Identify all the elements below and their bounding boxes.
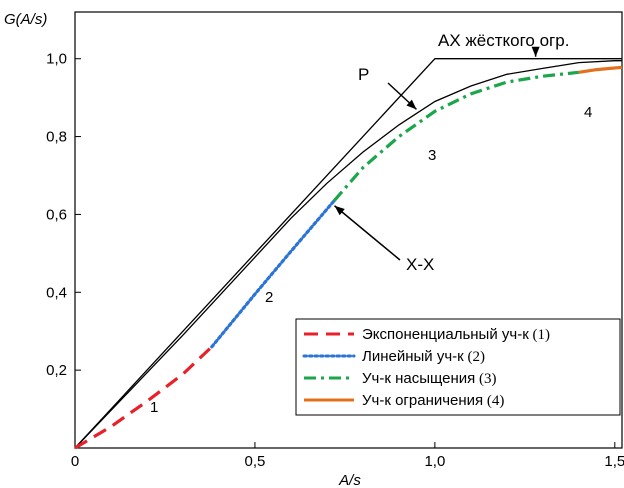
annotations: АХ жёсткого огр. P X-X 1 2 3 4 (150, 31, 592, 416)
x-axis-title: A/s (338, 472, 361, 488)
x-tick-label: 1,0 (424, 453, 445, 470)
series-3-line (332, 70, 579, 202)
legend: Экспоненциальный уч-к (1) Линейный уч-к (… (295, 318, 621, 416)
legend-name-4: Уч-к ограничения (362, 392, 483, 409)
label-num-2: 2 (265, 289, 273, 306)
legend-label-4: Уч-к ограничения (4) (362, 392, 504, 409)
legend-name-3: Уч-к насыщения (362, 370, 475, 387)
plot-frame (74, 11, 623, 449)
series-4-line (578, 65, 623, 74)
series-2-line (210, 199, 336, 349)
legend-num-3: (3) (475, 371, 496, 387)
label-num-3: 3 (428, 147, 436, 164)
legend-num-4: (4) (483, 393, 504, 409)
legend-num-1: (1) (529, 327, 550, 343)
x-tick-label: 0,5 (245, 453, 266, 470)
legend-name-1: Экспоненциальный уч-к (362, 326, 529, 343)
y-tick-label: 0,4 (46, 284, 67, 301)
y-tick-label: 0,2 (46, 362, 67, 379)
arrow-xx-shaft (334, 205, 401, 261)
y-tick-label: 0,6 (46, 206, 67, 223)
y-tick-label: 1,0 (46, 51, 67, 68)
legend-label-3: Уч-к насыщения (3) (362, 370, 497, 387)
legend-num-2: (2) (464, 349, 485, 365)
legend-label-2: Линейный уч-к (2) (362, 348, 485, 365)
y-tick-label: 0,8 (46, 129, 67, 146)
label-p-label: P (358, 65, 369, 84)
curve-p (74, 60, 622, 449)
x-tick-label: 1,5 (604, 453, 624, 470)
plot-area: 0 0,5 1,0 1,5 0,2 0,4 0,6 0,8 1,0 A/s G(A/s) (4, 11, 624, 488)
label-hard-label: АХ жёсткого огр. (438, 31, 569, 50)
curve-hard (74, 58, 622, 449)
y-axis-title: G(A/s) (4, 11, 47, 28)
label-xx-label: X-X (406, 255, 434, 274)
curves (74, 58, 623, 450)
series-1-line (74, 345, 213, 450)
x-tick-label: 0 (71, 453, 79, 470)
label-num-1: 1 (150, 399, 158, 416)
legend-label-1: Экспоненциальный уч-к (1) (362, 326, 550, 343)
label-num-4: 4 (584, 104, 592, 121)
legend-name-2: Линейный уч-к (362, 348, 464, 365)
arrow-p-head (406, 99, 417, 110)
arrow-hard-head (531, 46, 540, 57)
arrow-xx-head (334, 205, 345, 216)
